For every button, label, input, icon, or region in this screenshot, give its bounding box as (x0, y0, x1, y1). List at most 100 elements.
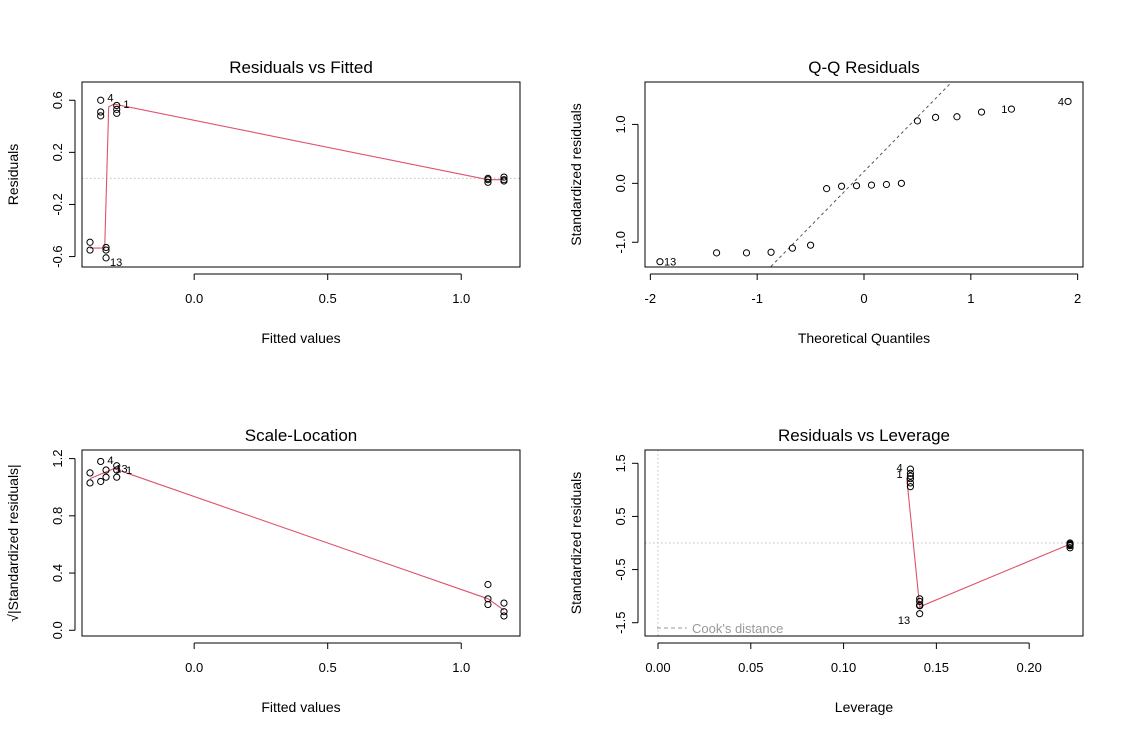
data-point (1066, 544, 1074, 552)
data-point (86, 469, 94, 477)
data-point (102, 473, 110, 481)
x-axis: 0.0 0.5 1.0 (185, 273, 470, 306)
x-tick-label: 0 (860, 291, 867, 306)
x-tick-label: 0.0 (185, 291, 203, 306)
data-point (788, 244, 797, 252)
data-point (916, 602, 924, 610)
x-tick-label: 1.0 (452, 660, 470, 675)
data-point (882, 180, 891, 189)
data-point (867, 181, 876, 189)
data-point (1007, 105, 1016, 113)
point-label: 4 (1058, 96, 1064, 108)
x-tick-label: 2 (1074, 291, 1081, 306)
data-point (86, 238, 94, 246)
y-axis: -1.5 -0.5 0.5 1.5 (613, 454, 639, 634)
point-label: 1 (897, 469, 903, 481)
data-point (977, 108, 986, 116)
data-point (102, 254, 110, 262)
data-point (897, 179, 905, 187)
plot-frame (644, 81, 1084, 268)
chart-title: Residuals vs Fitted (229, 58, 373, 77)
x-tick-label: -1 (751, 291, 763, 306)
data-point (113, 109, 121, 117)
point-label: 1 (126, 465, 132, 477)
y-tick-label: 0.8 (50, 507, 65, 525)
y-tick-label: -1.5 (613, 612, 628, 634)
data-point (931, 113, 940, 121)
smoother-line (89, 468, 505, 611)
x-tick-label: 0.15 (924, 660, 949, 675)
data-point (823, 185, 831, 193)
y-axis-label: Standardized residuals (568, 472, 584, 614)
data-point (767, 248, 775, 256)
panel-1: 41 13 0.0 0.5 1.0 -0.6 -0.2 0.2 0.6 Residuals vs … (5, 58, 521, 346)
data-point (484, 600, 492, 609)
data-point (742, 249, 751, 257)
plot-area (86, 457, 508, 620)
data-point (500, 608, 508, 616)
data-point (113, 101, 121, 110)
data-point (86, 246, 94, 254)
x-tick-label: 0.20 (1017, 660, 1042, 675)
data-point (113, 466, 121, 474)
y-axis: 0.0 0.4 0.8 1.2 (50, 450, 76, 639)
x-axis-label: Leverage (835, 699, 894, 715)
y-axis: -1.0 0.0 1.0 (613, 115, 639, 253)
smoother-line (906, 477, 1071, 608)
data-point (113, 473, 121, 481)
y-axis-label: Standardized residuals (568, 103, 584, 245)
data-point (1066, 542, 1074, 550)
y-tick-label: 0.5 (613, 507, 628, 525)
point-label: 4 (897, 463, 903, 475)
y-tick-label: 0.6 (50, 91, 65, 109)
legend-label: Cook's distance (692, 621, 783, 636)
data-point (97, 108, 105, 116)
y-tick-label: 0.0 (50, 621, 65, 639)
plot-frame (81, 81, 521, 268)
x-tick-label: 0.5 (319, 660, 337, 675)
y-tick-label: 1.5 (613, 454, 628, 472)
data-point (916, 610, 924, 618)
x-tick-label: 0.0 (185, 660, 203, 675)
data-point (500, 177, 508, 185)
x-tick-label: 0.5 (319, 291, 337, 306)
y-axis-label: √|Standardized residuals| (5, 464, 21, 621)
x-axis-label: Theoretical Quantiles (798, 330, 930, 346)
data-point (837, 182, 846, 190)
point-label: 1 (1001, 104, 1007, 116)
y-tick-label: 0.4 (50, 564, 65, 582)
data-point (656, 258, 664, 266)
point-label: 4 (107, 455, 113, 467)
data-point (86, 479, 94, 487)
y-tick-label: -0.6 (50, 245, 65, 267)
data-point (500, 612, 508, 620)
data-point (906, 479, 914, 487)
data-point (97, 477, 105, 486)
plot-area (82, 96, 520, 262)
data-point (953, 113, 961, 121)
panel-4: 41 13 Cook's distance 0.00 0.05 0.10 0.15 0.20 -… (568, 426, 1084, 715)
x-tick-label: 1.0 (452, 291, 470, 306)
x-tick-label: -2 (645, 291, 657, 306)
data-point (906, 465, 914, 473)
point-label: 13 (115, 464, 127, 476)
data-point (852, 182, 861, 190)
point-label: 4 (107, 93, 113, 105)
qq-reference-line (769, 82, 953, 267)
x-tick-label: 0.05 (738, 660, 763, 675)
data-point (102, 466, 110, 474)
data-point (916, 597, 924, 606)
data-point (906, 483, 914, 491)
data-point (97, 457, 105, 466)
data-point (712, 249, 721, 257)
point-label: 13 (110, 257, 122, 269)
data-point (500, 173, 508, 181)
data-point (1064, 97, 1072, 106)
data-point (484, 178, 492, 186)
y-axis-label: Residuals (5, 144, 21, 205)
data-point (102, 246, 110, 254)
y-tick-label: 1.2 (50, 450, 65, 468)
y-tick-label: 0.0 (613, 174, 628, 192)
chart-title: Residuals vs Leverage (778, 426, 950, 445)
